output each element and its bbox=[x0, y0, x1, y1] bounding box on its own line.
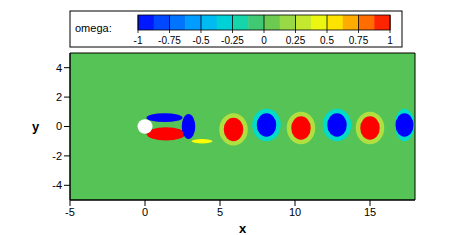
svg-text:-0.75: -0.75 bbox=[158, 35, 181, 46]
svg-text:0: 0 bbox=[56, 120, 62, 132]
svg-text:0: 0 bbox=[142, 206, 148, 218]
svg-text:0.25: 0.25 bbox=[286, 35, 306, 46]
svg-text:-4: -4 bbox=[52, 179, 62, 191]
svg-text:1: 1 bbox=[387, 35, 393, 46]
svg-text:x: x bbox=[239, 221, 247, 235]
svg-text:-5: -5 bbox=[65, 206, 75, 218]
svg-text:15: 15 bbox=[364, 206, 376, 218]
svg-text:0.75: 0.75 bbox=[349, 35, 369, 46]
svg-text:4: 4 bbox=[56, 62, 62, 74]
svg-text:5: 5 bbox=[217, 206, 223, 218]
svg-text:0: 0 bbox=[261, 35, 267, 46]
svg-text:-1: -1 bbox=[134, 35, 143, 46]
svg-text:-2: -2 bbox=[52, 150, 62, 162]
svg-text:2: 2 bbox=[56, 91, 62, 103]
svg-text:-0.25: -0.25 bbox=[221, 35, 244, 46]
svg-text:y: y bbox=[32, 119, 40, 134]
svg-text:0.5: 0.5 bbox=[320, 35, 334, 46]
svg-text:omega:: omega: bbox=[75, 22, 112, 34]
svg-text:-0.5: -0.5 bbox=[192, 35, 210, 46]
svg-text:10: 10 bbox=[289, 206, 301, 218]
